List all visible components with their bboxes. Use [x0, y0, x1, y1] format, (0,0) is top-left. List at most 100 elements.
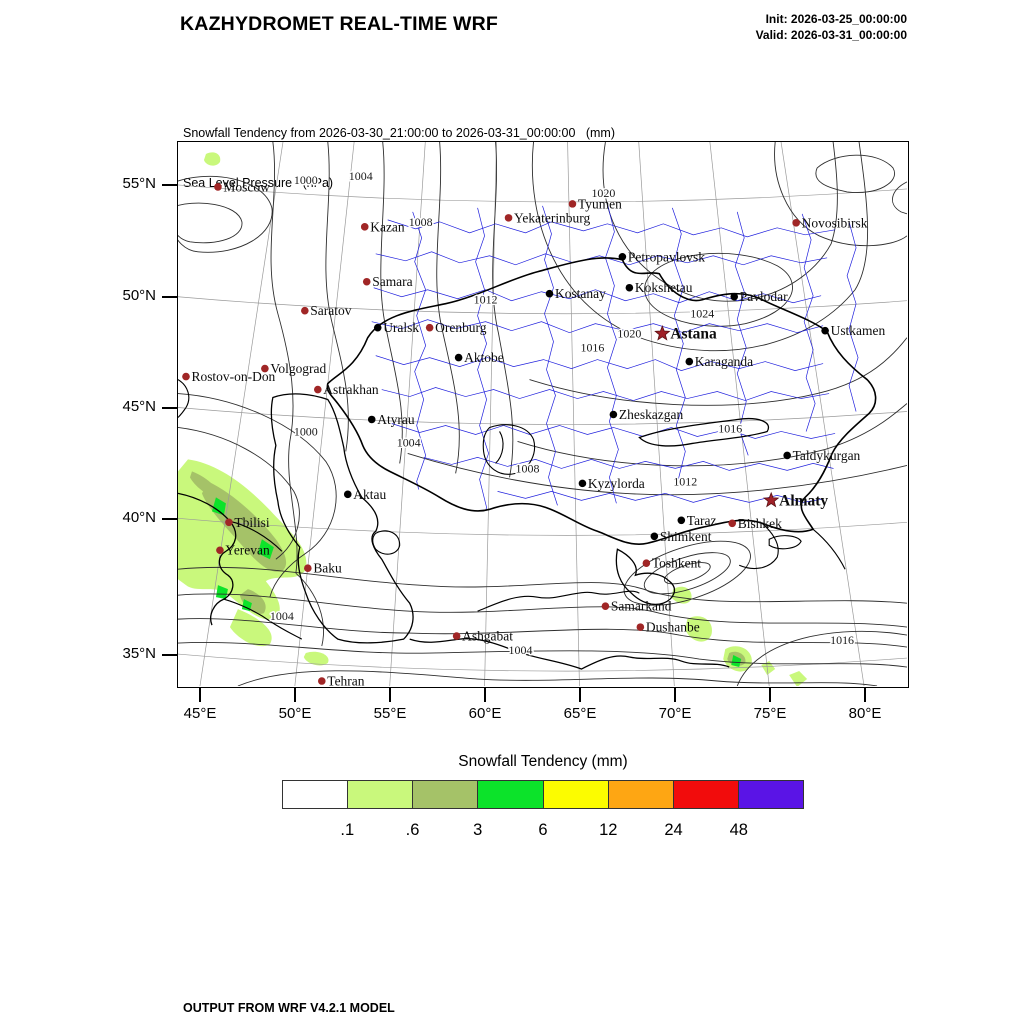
city-label: Ashgabat: [462, 629, 513, 644]
city-dot-marker: [618, 252, 627, 261]
city-label: Zheskazgan: [619, 407, 684, 422]
city-dot-marker: [367, 415, 376, 424]
city-dot-marker: [343, 490, 352, 499]
meridian-line: [567, 142, 580, 686]
snowfall-patches: [178, 152, 808, 686]
city-dot-marker: [261, 364, 269, 373]
city-label: Kyzylorda: [588, 476, 645, 491]
weather-map: 1000 1004 1008 1012 1020 1020 1024 1016 1016 1012…: [177, 141, 909, 688]
colorbar-segment: [737, 781, 803, 808]
country-borders: [178, 257, 877, 670]
valid-timestamp: Valid: 2026-03-31_00:00:00: [755, 27, 907, 42]
lon-tick: [484, 688, 486, 702]
lat-tick: [162, 184, 177, 186]
footer-model-line: OUTPUT FROM WRF V4.2.1 MODEL: [183, 1001, 395, 1015]
subtitle-field-line: Snowfall Tendency from 2026-03-30_21:00:…: [183, 126, 615, 140]
lat-tick-label: 50°N: [122, 287, 156, 304]
city-dot-marker: [314, 385, 322, 394]
city-label: Taraz: [687, 513, 717, 528]
meridian-line: [199, 142, 284, 686]
city-dot-marker: [609, 410, 618, 419]
pressure-label: 1004: [509, 643, 533, 657]
lat-tick: [162, 407, 177, 409]
city-dot-marker: [225, 518, 233, 527]
city-dot-marker: [636, 623, 645, 631]
city-dot-marker: [578, 479, 587, 488]
city-dot-marker: [568, 200, 577, 208]
colorbar-tick-label: 48: [729, 821, 748, 839]
lon-tick: [579, 688, 581, 702]
colorbar-tick-label: .6: [405, 821, 420, 839]
city-dot-marker: [318, 677, 326, 685]
city-dot-marker: [301, 306, 309, 315]
city-label: Moscow: [223, 179, 270, 194]
graticule: [178, 142, 907, 686]
lat-tick-label: 55°N: [122, 175, 156, 192]
city-dot-marker: [216, 546, 224, 555]
lon-tick: [294, 688, 296, 702]
pressure-label: 1012: [673, 474, 697, 488]
parallel-line: [178, 407, 907, 425]
city-dot-marker: [677, 516, 686, 525]
city-label: Shimkent: [660, 529, 712, 544]
colorbar-segment: [347, 781, 413, 808]
city-label: Astrakhan: [323, 382, 379, 397]
city-label: Tyumen: [578, 196, 622, 211]
city-dot-marker: [304, 564, 312, 573]
lat-tick-label: 40°N: [122, 509, 156, 526]
city-dot-marker: [821, 326, 829, 335]
meridian-line: [389, 142, 426, 686]
city-label: Tehran: [327, 674, 364, 686]
city-star-marker: [654, 325, 671, 341]
city-label: Volgograd: [270, 361, 326, 376]
city-dot-marker: [360, 223, 369, 231]
city-dot-marker: [792, 219, 800, 227]
city-label: Orenburg: [435, 320, 487, 335]
colorbar-segment: [672, 781, 738, 808]
pressure-label: 1016: [580, 341, 604, 355]
city-label: Karaganda: [695, 354, 753, 369]
pressure-label: 1004: [270, 609, 294, 623]
city-label: Tbilisi: [234, 515, 269, 530]
oblast-borders: [371, 203, 859, 550]
city-dot-marker: [730, 292, 739, 301]
meridian-line: [709, 142, 770, 686]
parallel-line: [178, 517, 907, 536]
city-dot-marker: [642, 559, 651, 568]
lon-tick: [769, 688, 771, 702]
city-label: Kazan: [370, 219, 405, 234]
city-dot-marker: [362, 277, 371, 286]
city-label: Taldykurgan: [793, 448, 861, 463]
lon-tick-label: 75°E: [753, 705, 787, 722]
lon-tick-label: 80°E: [848, 705, 882, 722]
city-dot-marker: [182, 372, 190, 381]
lon-tick: [199, 688, 201, 702]
city-dot-marker: [728, 519, 737, 528]
city-label: Pavlodar: [740, 289, 788, 304]
lon-tick: [674, 688, 676, 702]
init-timestamp: Init: 2026-03-25_00:00:00: [765, 12, 907, 26]
colorbar-segment: [542, 781, 608, 808]
meridian-line: [294, 142, 355, 686]
plot-subtitle: Snowfall Tendency from 2026-03-30_21:00:…: [183, 92, 615, 224]
city-label: Samarkand: [611, 599, 672, 614]
map-canvas: 1000 1004 1008 1012 1020 1020 1024 1016 1016 1012…: [178, 142, 907, 686]
parallel-line: [178, 653, 907, 672]
city-label: Aktau: [353, 487, 386, 502]
city-label: Ustkamen: [831, 323, 886, 338]
footer: OUTPUT FROM WRF V4.2.1 MODEL WE = 200 ; …: [183, 968, 700, 1024]
lat-tick-label: 45°N: [122, 398, 156, 415]
city-dot-marker: [601, 602, 610, 610]
city-label: Baku: [313, 561, 342, 576]
lon-tick-label: 45°E: [183, 705, 217, 722]
page-title: KAZHYDROMET REAL-TIME WRF: [180, 13, 499, 35]
pressure-label: 1008: [409, 215, 433, 229]
city-label: Petropavlovsk: [628, 249, 705, 264]
city-label: Bishkek: [738, 516, 782, 531]
city-dot-marker: [545, 289, 554, 298]
colorbar-segment: [477, 781, 543, 808]
pressure-label: 1004: [349, 169, 373, 183]
city-label: Astana: [670, 326, 717, 343]
lat-tick-label: 35°N: [122, 645, 156, 662]
